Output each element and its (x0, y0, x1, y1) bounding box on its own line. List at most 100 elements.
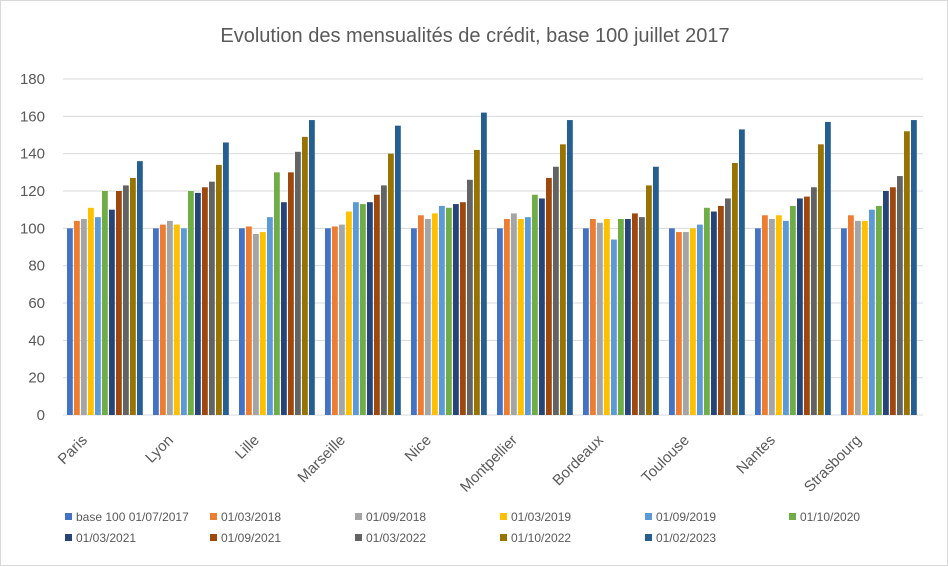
bar (395, 125, 401, 416)
bar (267, 217, 273, 415)
legend-entry: base 100 01/07/2017 (76, 510, 189, 524)
legend-swatch (500, 513, 507, 520)
bar (690, 228, 696, 415)
x-tick-label: Nice (402, 432, 435, 465)
x-tick-label: Montpellier (457, 432, 521, 496)
x-tick-label: Paris (55, 432, 91, 468)
bar (855, 220, 861, 415)
bar (525, 217, 531, 415)
bar (439, 205, 445, 415)
bar (604, 219, 610, 415)
y-tick-label: 20 (28, 370, 45, 387)
bar (418, 215, 424, 415)
x-tick-label: Strasbourg (801, 432, 865, 496)
bar (346, 211, 352, 415)
legend-entry: 01/10/2022 (511, 531, 571, 545)
bar (167, 220, 173, 415)
bar (497, 228, 503, 415)
bar (804, 196, 810, 415)
y-tick-label: 60 (28, 295, 45, 312)
bar (474, 149, 480, 415)
legend-entry: 01/03/2021 (76, 531, 136, 545)
legend-swatch (355, 534, 362, 541)
bar (223, 142, 229, 415)
y-tick-label: 140 (20, 146, 45, 163)
bar (904, 131, 910, 415)
bar (67, 228, 73, 415)
bar (911, 120, 917, 416)
x-tick-label: Toulouse (638, 432, 692, 486)
bar (783, 220, 789, 415)
bar (388, 153, 394, 415)
bar (632, 213, 638, 415)
bar (353, 202, 359, 415)
bar (432, 213, 438, 415)
y-tick-label: 80 (28, 258, 45, 275)
bar (869, 209, 875, 415)
bar (102, 191, 108, 415)
legend-entry: 01/09/2019 (656, 510, 716, 524)
bar (425, 219, 431, 415)
bar (518, 219, 524, 415)
bar (848, 215, 854, 415)
bar (137, 161, 143, 415)
bar (597, 222, 603, 415)
bar (732, 163, 738, 415)
bar (274, 172, 280, 415)
bar (302, 136, 308, 415)
bar (790, 205, 796, 415)
bar (697, 224, 703, 415)
bar (260, 232, 266, 415)
bar (109, 209, 115, 415)
bar (532, 194, 538, 415)
bar (181, 228, 187, 415)
bar (762, 215, 768, 415)
bar (553, 166, 559, 415)
bar (611, 239, 617, 415)
bar (95, 217, 101, 415)
bar (625, 219, 631, 415)
bar (583, 228, 589, 415)
bar (309, 120, 315, 416)
chart-title: Evolution des mensualités de crédit, bas… (220, 25, 729, 47)
bar (239, 228, 245, 415)
y-tick-label: 40 (28, 332, 45, 349)
legend-swatch (210, 513, 217, 520)
bar (202, 187, 208, 415)
legend-swatch (645, 513, 652, 520)
bar (253, 233, 259, 415)
bar (718, 205, 724, 415)
legend: base 100 01/07/2017 01/03/2018 01/09/2018 0… (65, 510, 860, 545)
legend-entry: 01/02/2023 (656, 531, 716, 545)
legend-swatch (645, 534, 652, 541)
bar (481, 112, 487, 415)
legend-swatch (65, 513, 72, 520)
bar (590, 219, 596, 415)
bar (332, 226, 338, 415)
y-tick-label: 120 (20, 183, 45, 200)
bar (841, 228, 847, 415)
bar (618, 219, 624, 415)
bar (755, 228, 761, 415)
x-axis-tick-labels: Paris Lyon Lille Marseille Nice Montpellier Bo… (55, 431, 865, 495)
bar (725, 198, 731, 415)
bar (639, 217, 645, 415)
bar (295, 151, 301, 416)
bar (216, 164, 222, 415)
legend-entry: 01/03/2022 (366, 531, 426, 545)
x-tick-label: Marseille (294, 432, 348, 486)
bar (374, 194, 380, 415)
bar (288, 172, 294, 415)
legend-swatch (210, 534, 217, 541)
bar (897, 176, 903, 415)
bar (776, 215, 782, 415)
bar (360, 204, 366, 415)
y-tick-label: 160 (20, 108, 45, 125)
bar (81, 219, 87, 415)
bar (504, 219, 510, 415)
bar (88, 207, 94, 415)
y-tick-label: 0 (37, 407, 45, 424)
bar (797, 198, 803, 415)
